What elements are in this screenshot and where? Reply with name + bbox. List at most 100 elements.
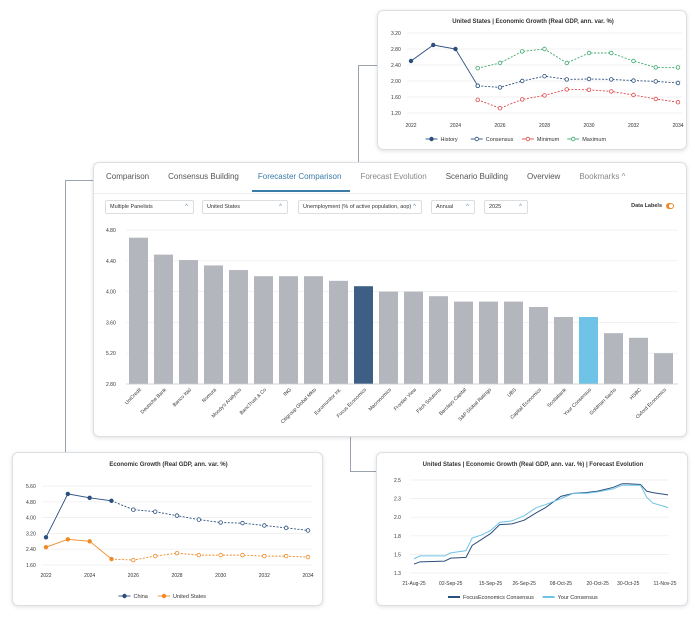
panelists-dropdown[interactable]: Multiple Panelists ^ xyxy=(105,200,194,214)
growth-comparison-chart: Economic Growth (Real GDP, ann. var. %) 1… xyxy=(26,462,314,600)
bar[interactable] xyxy=(129,237,148,384)
y-tick-label: 1.3 xyxy=(394,571,401,577)
year-dropdown[interactable]: 2025 ^ xyxy=(484,200,528,214)
bar[interactable] xyxy=(279,276,298,384)
y-tick-label: 2.40 xyxy=(391,63,401,69)
x-tick-label: Nomura xyxy=(201,387,218,404)
divider xyxy=(94,193,686,194)
series-line-consensus xyxy=(477,75,679,88)
data-point xyxy=(475,83,480,88)
legend-marker xyxy=(161,593,167,599)
legend-marker xyxy=(525,136,531,142)
tab-overview[interactable]: Overview xyxy=(526,172,561,181)
data-point xyxy=(497,60,503,66)
bar[interactable] xyxy=(304,276,323,384)
data-point xyxy=(408,58,414,64)
connector-line xyxy=(358,65,359,162)
data-point xyxy=(131,557,136,563)
x-tick-label: 08-Oct-25 xyxy=(550,581,572,587)
bar[interactable] xyxy=(454,301,473,384)
data-point xyxy=(675,65,681,70)
data-point xyxy=(586,50,592,56)
tab-consensus-building[interactable]: Consensus Building xyxy=(168,172,239,181)
series-line-minimum xyxy=(477,88,679,109)
bar[interactable] xyxy=(479,301,498,384)
tab-forecast-evolution[interactable]: Forecast Evolution xyxy=(360,172,427,181)
x-tick-label: 2028 xyxy=(539,123,550,129)
legend-label: China xyxy=(134,594,149,600)
data-point xyxy=(305,554,311,560)
tab-bookmarks[interactable]: Bookmarks ^ xyxy=(579,172,626,181)
connector-line xyxy=(65,180,93,181)
indicator-dropdown[interactable]: Unemployment (% of active population, ao… xyxy=(298,200,422,214)
bar[interactable] xyxy=(179,260,198,384)
legend-label: United States xyxy=(173,594,206,600)
y-tick-label: 2.0 xyxy=(394,515,401,521)
bar[interactable] xyxy=(629,337,648,384)
connector-line xyxy=(350,437,351,472)
bar[interactable] xyxy=(254,276,273,384)
x-tick-label: UBS xyxy=(506,387,518,399)
y-tick-label: 3.60 xyxy=(106,320,116,326)
us-growth-range-chart: United States | Economic Growth (Real GD… xyxy=(391,19,684,143)
data-labels-toggle[interactable] xyxy=(666,203,674,209)
bar[interactable] xyxy=(554,317,573,384)
legend-marker xyxy=(474,136,479,142)
data-point xyxy=(218,520,223,525)
bar[interactable] xyxy=(429,296,448,384)
data-point xyxy=(174,550,180,556)
x-tick-label: 2026 xyxy=(494,123,505,129)
y-tick-label: 1.8 xyxy=(394,534,401,540)
y-tick-label: 4.80 xyxy=(26,500,36,506)
data-point xyxy=(497,85,503,90)
dropdown-value: Multiple Panelists xyxy=(110,204,153,210)
bar[interactable] xyxy=(379,291,398,384)
bar[interactable] xyxy=(579,317,598,384)
chevron-up-icon: ^ xyxy=(279,204,282,210)
data-point xyxy=(262,523,267,528)
bar[interactable] xyxy=(329,280,348,384)
x-tick-label: 11-Nov-25 xyxy=(654,581,677,587)
y-tick-label: 4.80 xyxy=(106,228,116,234)
data-point xyxy=(305,528,311,533)
bar[interactable] xyxy=(229,270,248,384)
x-tick-label: 30-Oct-25 xyxy=(617,581,639,587)
x-tick-label: 2024 xyxy=(450,123,461,129)
series-line-maximum xyxy=(477,48,678,69)
y-tick-label: 5.60 xyxy=(26,484,36,490)
frequency-dropdown[interactable]: Annual ^ xyxy=(431,200,475,214)
x-tick-label: ING xyxy=(282,387,293,398)
y-tick-label: 2.80 xyxy=(391,47,401,53)
y-tick-label: 2.40 xyxy=(26,547,36,553)
x-tick-label: BancTrust & Co xyxy=(239,387,268,416)
chevron-up-icon: ^ xyxy=(466,204,469,210)
bar[interactable] xyxy=(604,333,623,384)
series-line-united-states xyxy=(45,538,112,560)
legend-label: Consensus xyxy=(486,137,514,143)
data-point xyxy=(675,80,681,86)
bar[interactable] xyxy=(404,291,423,384)
bar[interactable] xyxy=(654,353,673,384)
tab-comparison[interactable]: Comparison xyxy=(106,172,150,181)
series-line-china xyxy=(111,500,309,531)
data-point xyxy=(109,556,114,562)
x-tick-label: 2032 xyxy=(259,573,270,579)
data-point xyxy=(240,520,245,526)
tab-scenario-building[interactable]: Scenario Building xyxy=(445,172,508,181)
data-point xyxy=(542,46,547,52)
country-dropdown[interactable]: United States ^ xyxy=(202,200,288,214)
tab-forecaster-comparison[interactable]: Forecaster Comparison xyxy=(251,171,351,192)
x-tick-label: 2032 xyxy=(628,123,639,129)
y-tick-label: 5.20 xyxy=(106,351,116,357)
bar[interactable] xyxy=(354,286,373,384)
data-point xyxy=(475,66,480,71)
bar[interactable] xyxy=(204,265,223,384)
data-point xyxy=(520,97,525,102)
bar[interactable] xyxy=(154,254,173,384)
data-point xyxy=(520,49,525,54)
data-point xyxy=(431,42,436,48)
bar[interactable] xyxy=(529,307,548,384)
data-point xyxy=(609,50,614,56)
data-point xyxy=(196,517,202,522)
bar[interactable] xyxy=(504,301,523,384)
